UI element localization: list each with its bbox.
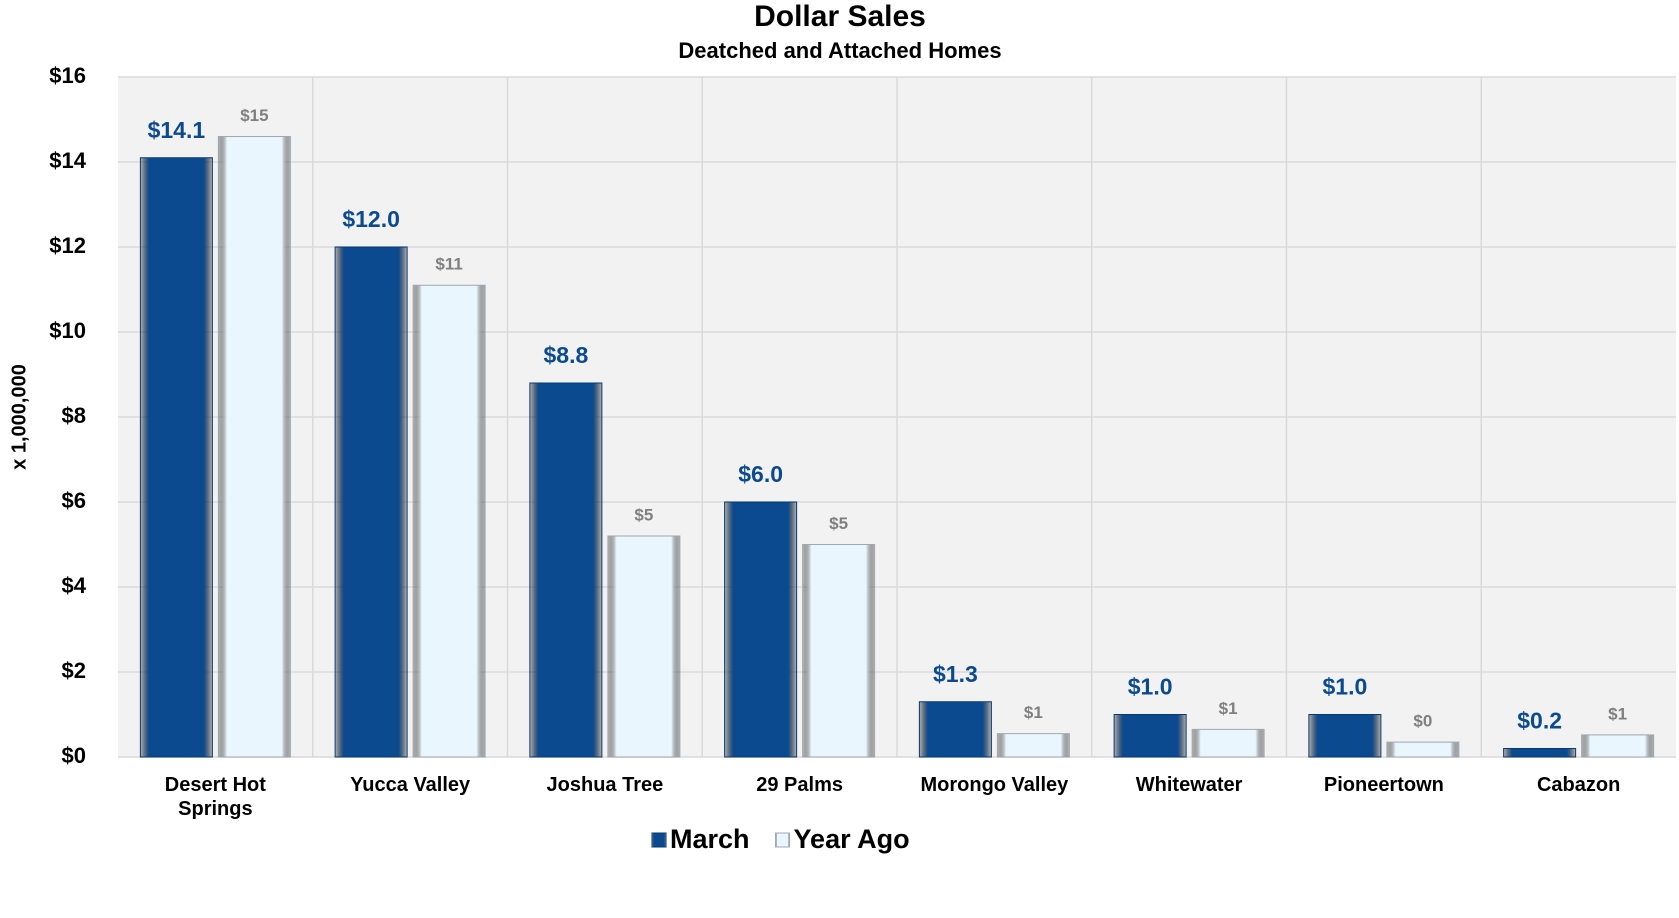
value-label: $5 bbox=[829, 514, 848, 533]
legend-swatch bbox=[651, 832, 667, 848]
bar bbox=[139, 157, 213, 758]
legend-swatch bbox=[775, 832, 791, 848]
bar bbox=[1581, 734, 1655, 758]
legend-label: March bbox=[670, 824, 750, 854]
value-label: $15 bbox=[240, 106, 268, 125]
value-label: $5 bbox=[634, 505, 653, 524]
x-tick-label: Cabazon bbox=[1536, 774, 1621, 796]
value-label: $6.0 bbox=[738, 461, 783, 487]
bar bbox=[802, 544, 876, 758]
bar bbox=[1113, 714, 1187, 758]
value-label: $1 bbox=[1024, 703, 1043, 722]
y-tick-label: $4 bbox=[62, 573, 87, 598]
value-label: $1.0 bbox=[1322, 674, 1367, 700]
value-label: $1 bbox=[1219, 699, 1238, 718]
chart-subtitle: Deatched and Attached Homes bbox=[678, 38, 1001, 63]
y-tick-label: $8 bbox=[62, 403, 86, 428]
x-tick-label: Whitewater bbox=[1135, 774, 1243, 796]
x-tick-label: Desert Hot Springs bbox=[164, 774, 266, 820]
x-tick-label: Yucca Valley bbox=[350, 774, 471, 796]
y-tick-label: $0 bbox=[62, 743, 86, 768]
y-tick-label: $12 bbox=[49, 233, 86, 258]
value-label: $0.2 bbox=[1517, 708, 1562, 734]
bar bbox=[996, 733, 1070, 758]
bar bbox=[217, 136, 291, 758]
value-label: $0 bbox=[1413, 712, 1432, 731]
value-label: $8.8 bbox=[543, 342, 588, 368]
bar bbox=[918, 701, 992, 758]
y-tick-label: $6 bbox=[62, 488, 86, 513]
value-label: $1 bbox=[1608, 704, 1627, 723]
value-label: $1.3 bbox=[933, 661, 978, 687]
y-axis-title: x 1,000,000 bbox=[8, 364, 30, 470]
y-tick-label: $16 bbox=[49, 63, 86, 88]
bar bbox=[1191, 728, 1265, 758]
x-tick-label: 29 Palms bbox=[756, 774, 843, 796]
bar bbox=[1386, 741, 1460, 758]
value-label: $11 bbox=[435, 255, 462, 274]
bar bbox=[412, 284, 486, 758]
value-label: $1.0 bbox=[1128, 674, 1173, 700]
y-tick-label: $2 bbox=[62, 658, 86, 683]
bar bbox=[1503, 748, 1577, 758]
bar bbox=[607, 535, 681, 758]
value-label: $12.0 bbox=[342, 206, 400, 232]
x-tick-label: Joshua Tree bbox=[546, 774, 664, 796]
y-tick-label: $14 bbox=[49, 148, 86, 173]
y-tick-label: $10 bbox=[49, 318, 86, 343]
bar bbox=[724, 501, 798, 758]
bar bbox=[529, 382, 603, 758]
value-label: $14.1 bbox=[148, 117, 206, 143]
x-tick-label: Pioneertown bbox=[1323, 774, 1444, 796]
legend-label: Year Ago bbox=[794, 824, 910, 854]
bar bbox=[1308, 714, 1382, 758]
bar bbox=[334, 246, 408, 758]
x-tick-label: Morongo Valley bbox=[920, 774, 1069, 796]
chart-title: Dollar Sales bbox=[754, 0, 926, 33]
